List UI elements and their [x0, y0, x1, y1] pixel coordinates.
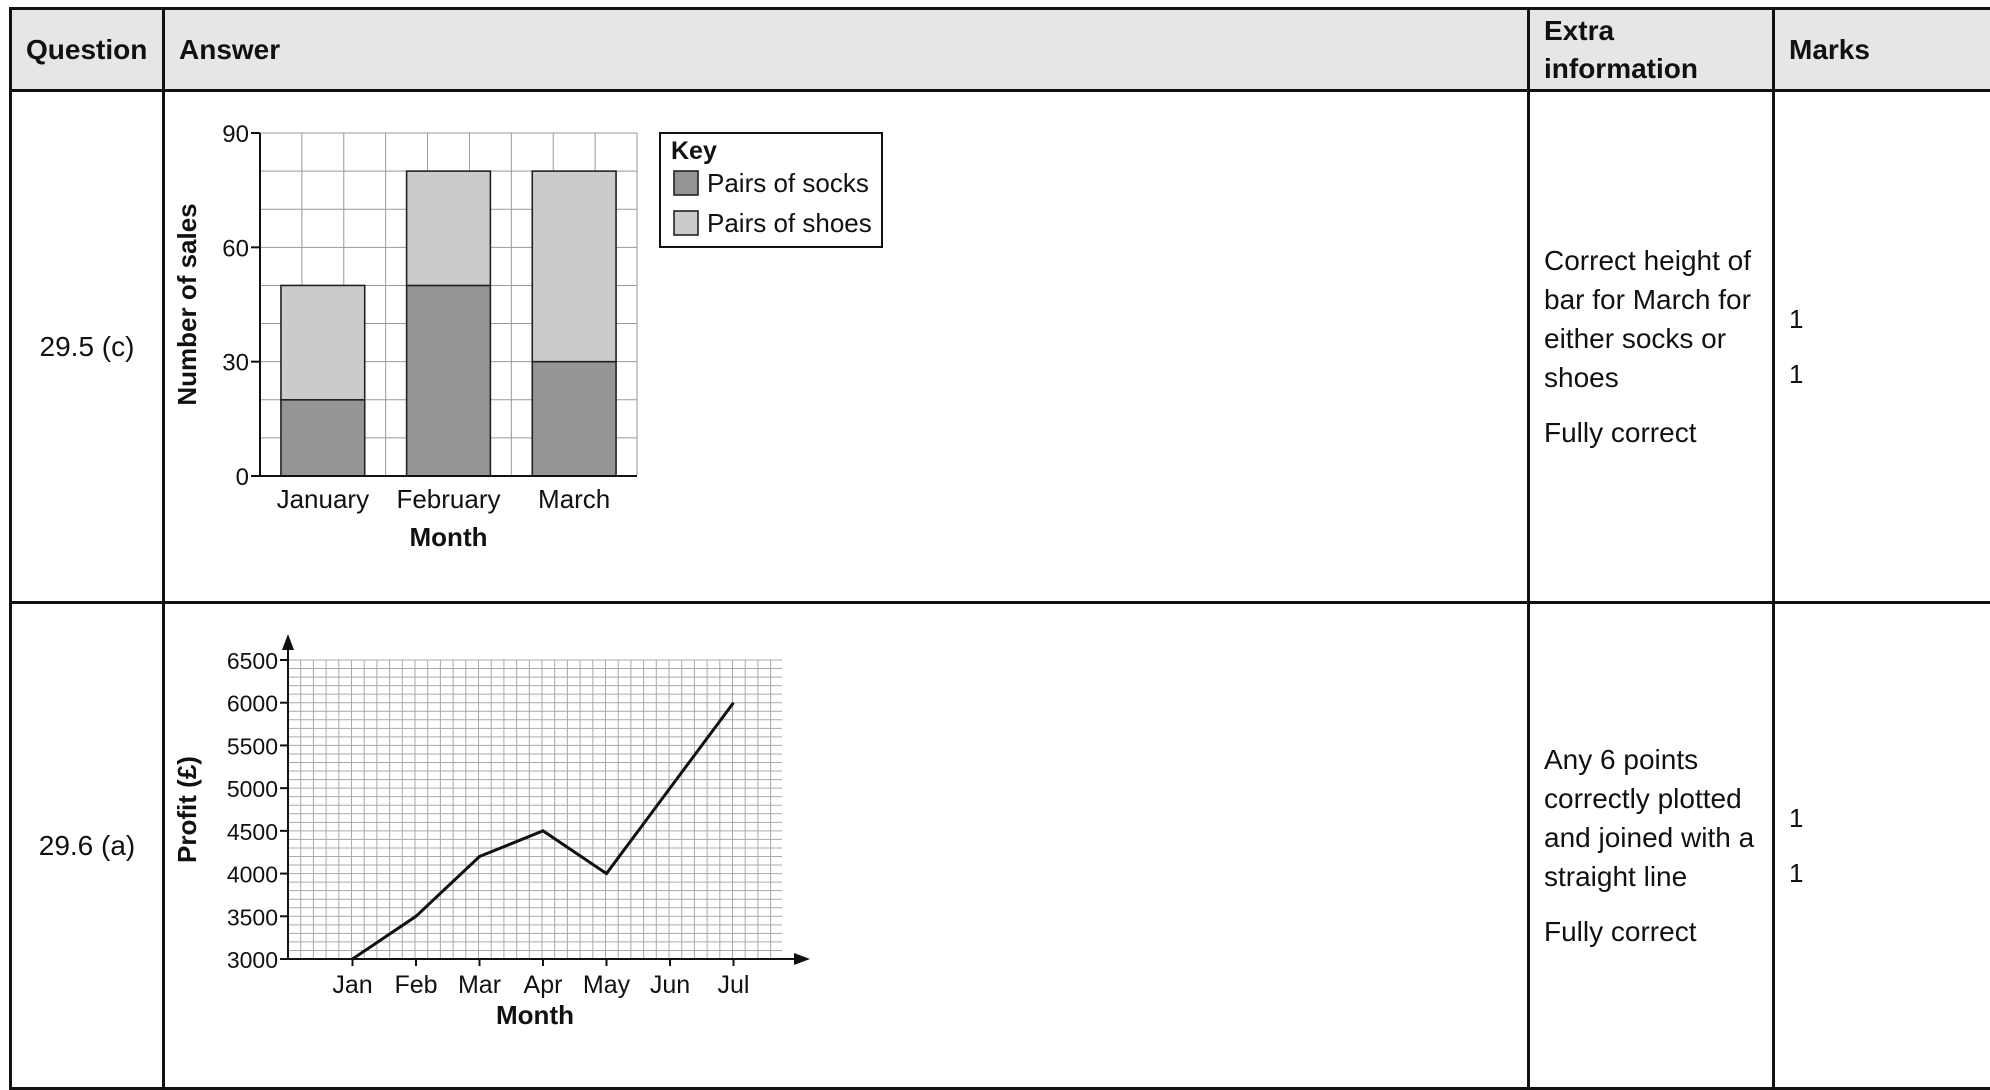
- x-tick-label: Jan: [332, 971, 372, 999]
- bar-segment: [281, 400, 365, 476]
- bar-segment: [532, 362, 616, 476]
- bar-segment: [407, 285, 491, 476]
- y-tick-label: 3500: [227, 904, 278, 930]
- x-tick-label: January: [277, 484, 370, 514]
- extra-info-line: Fully correct: [1544, 413, 1772, 452]
- answer-cell: 3000 3500 4000 4500 5000 5500 6000 6500 Jan Feb Ma…: [164, 603, 1529, 1089]
- mark-value: 1: [1789, 791, 1990, 846]
- marks-cell: 1 1: [1774, 91, 1990, 603]
- table-row: 29.5 (c) January February March 0 30 60 90 Mont…: [11, 91, 1990, 603]
- marks-cell: 1 1: [1774, 603, 1990, 1089]
- y-tick-label: 6500: [227, 648, 278, 674]
- header-question: Question: [11, 9, 164, 91]
- x-tick-label: Mar: [458, 971, 501, 999]
- y-tick-label: 5500: [227, 733, 278, 759]
- header-answer: Answer: [164, 9, 1529, 91]
- bar-segment: [281, 285, 365, 399]
- x-tick-label: Jul: [718, 971, 750, 999]
- extra-info-line: Fully correct: [1544, 912, 1772, 951]
- x-axis-arrow: [794, 953, 810, 965]
- extra-information: Any 6 points correctly plotted and joine…: [1529, 603, 1774, 1089]
- bar-segment: [532, 171, 616, 362]
- x-tick-label: Jun: [650, 971, 690, 999]
- header-marks: Marks: [1774, 9, 1990, 91]
- x-tick-label: May: [583, 971, 631, 999]
- y-tick-label: 5000: [227, 776, 278, 802]
- x-tick-label: February: [396, 484, 500, 514]
- x-axis-title: Month: [496, 1000, 574, 1030]
- header-extra-information: Extra information: [1529, 9, 1774, 91]
- legend-item: Pairs of shoes: [707, 208, 872, 238]
- x-tick-label: March: [538, 484, 610, 514]
- extra-info-line: Correct height of bar for March for eith…: [1544, 241, 1772, 397]
- mark-scheme-table: Question Answer Extra information Marks …: [9, 7, 1990, 1090]
- legend-swatch: [674, 211, 698, 235]
- bar-segment: [407, 171, 491, 285]
- question-number: 29.5 (c): [11, 91, 164, 603]
- y-axis-title: Number of sales: [172, 203, 202, 405]
- y-axis-arrow: [282, 634, 294, 650]
- y-tick-label: 60: [222, 235, 249, 262]
- mark-value: 1: [1789, 846, 1990, 901]
- profit-line-chart: 3000 3500 4000 4500 5000 5500 6000 6500 Jan Feb Ma…: [165, 604, 925, 1044]
- x-tick-label: Feb: [394, 971, 437, 999]
- x-axis-title: Month: [410, 522, 488, 552]
- y-axis-title: Profit (£): [172, 756, 202, 863]
- answer-cell: January February March 0 30 60 90 Month Number o…: [164, 91, 1529, 603]
- question-number: 29.6 (a): [11, 603, 164, 1089]
- header-extra-line2: information: [1544, 50, 1772, 88]
- header-row: Question Answer Extra information Marks: [11, 9, 1990, 91]
- mark-value: 1: [1789, 347, 1990, 402]
- legend-title: Key: [671, 137, 717, 165]
- y-tick-label: 3000: [227, 947, 278, 973]
- header-extra-line1: Extra: [1544, 12, 1772, 50]
- y-tick-label: 6000: [227, 691, 278, 717]
- extra-information: Correct height of bar for March for eith…: [1529, 91, 1774, 603]
- legend-item: Pairs of socks: [707, 168, 869, 198]
- y-tick-label: 90: [222, 121, 249, 148]
- y-tick-label: 4000: [227, 862, 278, 888]
- table-row: 29.6 (a) 3000 3500 4000 4500 5000 5500 6000 650…: [11, 603, 1990, 1089]
- legend-swatch: [674, 171, 698, 195]
- extra-info-line: Any 6 points correctly plotted and joine…: [1544, 740, 1772, 896]
- y-tick-label: 30: [222, 350, 249, 377]
- mark-value: 1: [1789, 292, 1990, 347]
- y-tick-label: 4500: [227, 819, 278, 845]
- y-tick-label: 0: [236, 464, 249, 491]
- stacked-bar-chart: January February March 0 30 60 90 Month Number o…: [165, 92, 925, 597]
- x-tick-label: Apr: [524, 971, 563, 999]
